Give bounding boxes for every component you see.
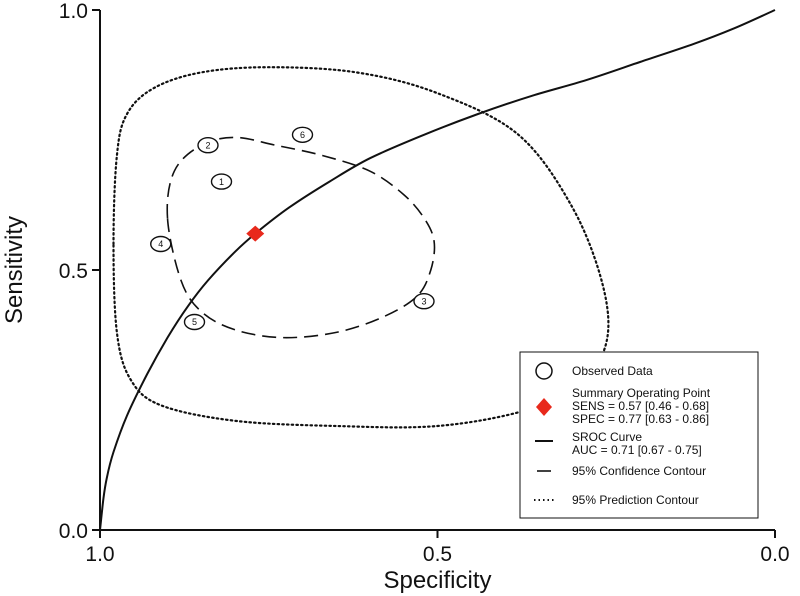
legend-sroc-label: SROC Curve: [572, 430, 642, 444]
summary-point-layer: [246, 225, 265, 242]
observed-point-3: [413, 293, 435, 310]
legend-observed-symbol: [535, 362, 553, 380]
x-tick-label-0: 1.0: [85, 543, 114, 566]
observed-point-6: [291, 126, 314, 144]
observed-point-5: [183, 313, 206, 331]
legend-confidence-label: 95% Confidence Contour: [572, 464, 706, 478]
legend-prediction-label: 95% Prediction Contour: [572, 493, 699, 507]
observed-point-1: [210, 173, 233, 190]
legend-summary-symbol: [536, 398, 552, 416]
y-tick-label-0: 0.0: [59, 520, 88, 543]
legend-sens-label: SENS = 0.57 [0.46 - 0.68]: [572, 399, 709, 413]
confidence-contour-layer: [166, 136, 436, 339]
legend: Observed Data Summary Operating Point SE…: [519, 351, 759, 519]
y-axis-title: Sensitivity: [1, 216, 28, 324]
confidence-contour: [166, 136, 436, 339]
y-tick-label-2: 1.0: [59, 0, 88, 23]
observed-point-label-4: 4: [158, 239, 163, 249]
legend-box: [519, 351, 759, 519]
observed-point-label-6: 6: [300, 130, 305, 140]
prediction-contour-layer: [112, 66, 610, 429]
x-tick-label-1: 0.5: [423, 543, 452, 566]
legend-observed-label: Observed Data: [572, 364, 653, 378]
sroc-curve: [99, 9, 776, 531]
observed-point-label-1: 1: [219, 177, 224, 187]
legend-spec-label: SPEC = 0.77 [0.63 - 0.86]: [572, 412, 709, 426]
observed-point-label-5: 5: [192, 317, 197, 327]
x-tick-label-2: 0.0: [760, 543, 789, 566]
observed-point-4: [150, 235, 172, 253]
observed-point-label-2: 2: [205, 140, 210, 150]
observed-point-label-3: 3: [421, 296, 426, 306]
axis-ticks: [92, 9, 776, 538]
legend-auc-label: AUC = 0.71 [0.67 - 0.75]: [572, 443, 702, 457]
observed-data-layer: 1 2 3 4 5 6: [150, 126, 435, 331]
sroc-curve-layer: [99, 9, 776, 531]
observed-point-2: [197, 136, 219, 154]
summary-operating-point: [246, 225, 265, 242]
legend-summary-label: Summary Operating Point: [572, 386, 711, 400]
x-axis-title: Specificity: [383, 567, 491, 594]
y-tick-label-1: 0.5: [59, 260, 88, 283]
prediction-contour: [112, 66, 610, 429]
